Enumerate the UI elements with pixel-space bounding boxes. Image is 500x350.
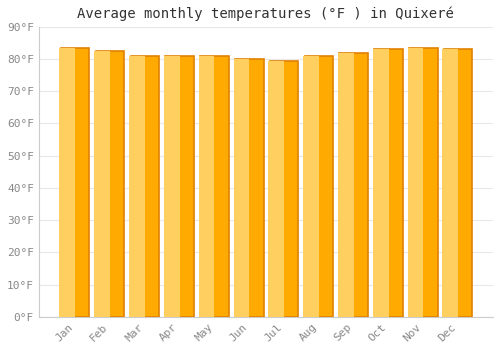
Bar [409,48,438,317]
Bar [164,56,180,317]
Bar [130,56,159,317]
Bar [374,49,403,317]
Bar [338,52,353,317]
Bar [304,56,333,317]
Bar [235,59,264,317]
Bar [373,49,388,317]
Bar [94,51,110,317]
Bar [234,59,249,317]
Bar [166,56,194,317]
Bar [408,48,424,317]
Bar [198,56,214,317]
Bar [200,56,228,317]
Bar [129,56,145,317]
Title: Average monthly temperatures (°F ) in Quixeré: Average monthly temperatures (°F ) in Qu… [78,7,454,21]
Bar [340,52,368,317]
Bar [444,49,472,317]
Bar [303,56,319,317]
Bar [442,49,458,317]
Bar [268,61,284,317]
Bar [61,48,90,317]
Bar [270,61,298,317]
Bar [96,51,124,317]
Bar [60,48,75,317]
